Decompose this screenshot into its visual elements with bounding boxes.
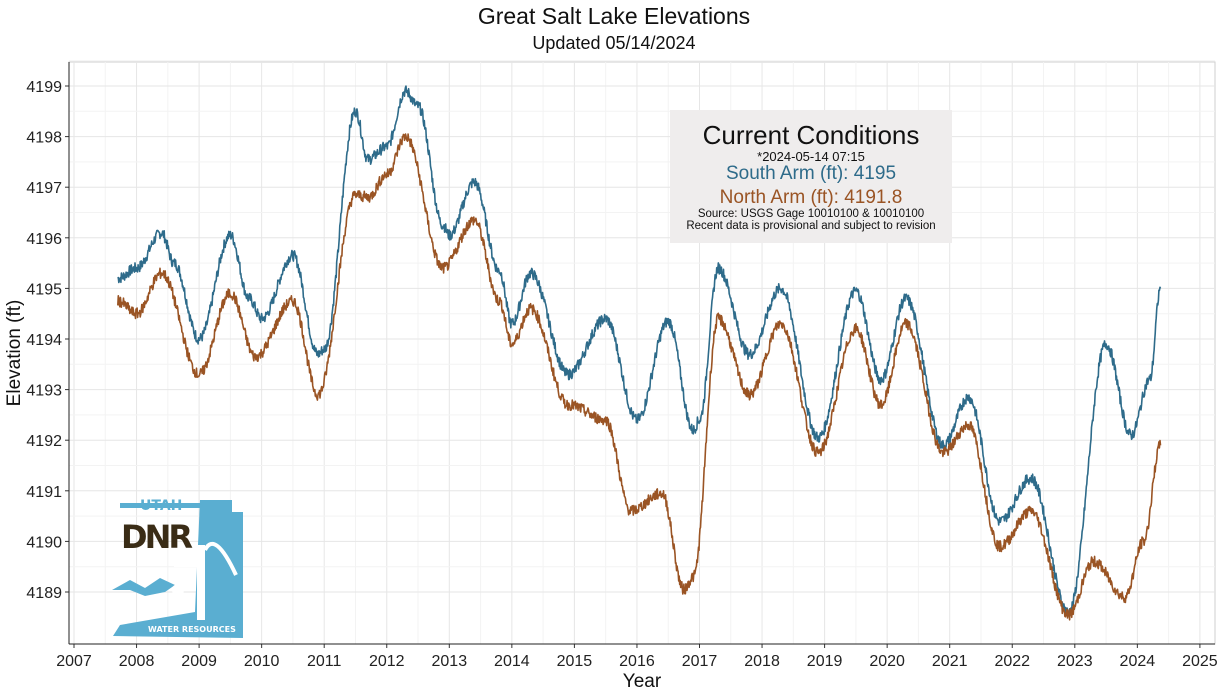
y-tick-label: 4199 <box>26 79 62 96</box>
x-tick-label: 2017 <box>682 653 718 670</box>
svg-text:WATER RESOURCES: WATER RESOURCES <box>148 625 236 634</box>
x-tick-label: 2022 <box>994 653 1030 670</box>
series-lines <box>117 85 1162 621</box>
axes: 2007 2008 2009 2010 2011 2012 2013 2014 2015 2016… <box>4 62 1218 692</box>
timestamp: *2024-05-14 07:15 <box>757 149 865 164</box>
x-tick-label: 2020 <box>869 653 905 670</box>
south-arm-reading: South Arm (ft): 4195 <box>725 163 897 184</box>
south-arm-line <box>117 85 1162 617</box>
y-tick-label: 4197 <box>26 180 62 197</box>
chart-title: Great Salt Lake Elevations <box>477 3 751 29</box>
utah-dnr-logo: UTAH DNR WATER RESOURCES <box>112 498 243 638</box>
current-conditions-box: Current Conditions *2024-05-14 07:15 Sou… <box>670 110 952 243</box>
x-axis-label: Year <box>623 671 662 692</box>
y-axis-label: Elevation (ft) <box>4 300 25 407</box>
y-tick-label: 4193 <box>26 383 62 400</box>
y-tick-label: 4191 <box>26 484 62 501</box>
x-tick-label: 2014 <box>494 653 530 670</box>
y-tick-label: 4192 <box>26 433 62 450</box>
x-tick-label: 2015 <box>557 653 593 670</box>
y-tick-label: 4195 <box>26 281 62 298</box>
y-tick-label: 4198 <box>26 130 62 147</box>
north-arm-reading: North Arm (ft): 4191.8 <box>719 187 903 208</box>
chart-subtitle: Updated 05/14/2024 <box>532 33 696 53</box>
source-note: Source: USGS Gage 10010100 & 10010100 <box>697 208 925 220</box>
y-tick-label: 4190 <box>26 534 62 551</box>
north-arm-line <box>117 133 1162 621</box>
current-conditions-heading: Current Conditions <box>702 120 920 150</box>
svg-text:UTAH: UTAH <box>140 498 182 514</box>
x-tick-label: 2008 <box>119 653 155 670</box>
x-tick-label: 2021 <box>932 653 968 670</box>
x-tick-label: 2013 <box>432 653 468 670</box>
x-tick-label: 2019 <box>807 653 843 670</box>
y-tick-label: 4194 <box>26 332 62 349</box>
x-tick-label: 2010 <box>244 653 280 670</box>
x-tick-label: 2016 <box>619 653 655 670</box>
provisional-note: Recent data is provisional and subject t… <box>686 219 936 232</box>
y-tick-label: 4189 <box>26 585 62 602</box>
y-tick-label: 4196 <box>26 231 62 248</box>
x-tick-label: 2009 <box>181 653 217 670</box>
x-tick-label: 2011 <box>307 653 342 670</box>
x-tick-label: 2007 <box>56 653 92 670</box>
x-tick-label: 2023 <box>1057 653 1093 670</box>
x-tick-label: 2018 <box>744 653 780 670</box>
x-tick-label: 2012 <box>369 653 405 670</box>
x-tick-label: 2025 <box>1182 653 1218 670</box>
svg-text:DNR: DNR <box>121 518 193 556</box>
x-tick-label: 2024 <box>1120 653 1156 670</box>
